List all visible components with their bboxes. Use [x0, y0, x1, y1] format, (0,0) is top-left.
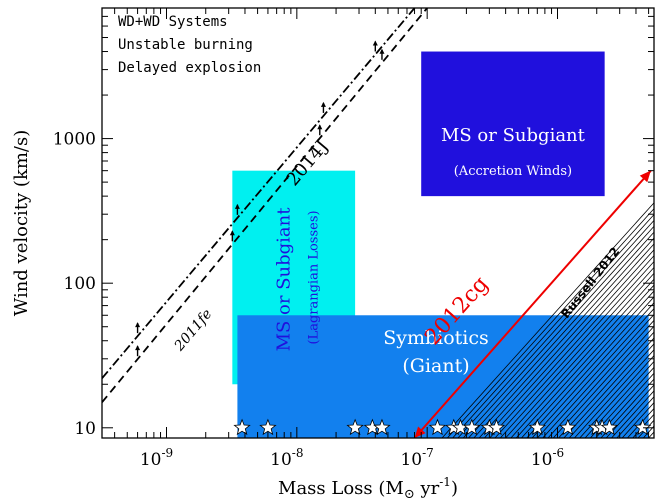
- x-tick-label: 10-6: [531, 446, 564, 470]
- russell-2012-line: [489, 255, 654, 438]
- symbiotic-star-point: [346, 418, 364, 436]
- upper-limit-arrow-2011fe: [135, 345, 141, 351]
- corner-text-line: Unstable burning: [118, 37, 253, 53]
- russell-2012-line: [494, 260, 654, 438]
- x-tick-label: 10-9: [140, 446, 173, 470]
- russell-2012-line: [441, 202, 654, 438]
- russell-2012-line: [632, 413, 654, 438]
- region-label-symbiotics: Symbiotics: [383, 327, 489, 349]
- russell-2012-line: [478, 243, 654, 438]
- symbiotic-star-point: [600, 418, 619, 436]
- series-line-2011fe: [102, 8, 428, 403]
- russell-2012-line: [505, 272, 654, 438]
- russell-2012-line: [468, 231, 654, 438]
- y-axis-label: Wind velocity (km/s): [11, 130, 32, 316]
- x-axis-label: Mass Loss (M⊙ yr-1): [278, 475, 458, 498]
- region-label-lagrangian-losses: MS or Subgiant: [274, 207, 295, 352]
- plot-frame: [101, 7, 655, 439]
- region-sublabel-lagrangian-losses: (Lagrangian Losses): [307, 210, 322, 344]
- corner-text-line: Delayed explosion: [118, 60, 261, 76]
- russell-2012-line: [473, 237, 654, 438]
- corner-text-line: WD+WD Systems: [118, 14, 228, 30]
- symbiotic-star-point: [633, 418, 652, 436]
- russell-2012-line: [648, 431, 654, 438]
- russell-2012-line: [447, 208, 654, 438]
- series-label-2011fe: 2011fe: [171, 306, 216, 355]
- russell-2012-line: [515, 284, 654, 438]
- russell-2012-line: [537, 308, 654, 438]
- symbiotic-stars-layer: [233, 418, 652, 436]
- symbiotic-star-point: [233, 418, 251, 436]
- symbiotic-star-point: [259, 418, 277, 436]
- region-symbiotics: [237, 315, 649, 438]
- russell-2012-line: [484, 249, 654, 438]
- x-tick-label: 10-7: [400, 446, 433, 470]
- y-tick-label: 100: [64, 274, 96, 294]
- russell-2012-line: [457, 219, 654, 438]
- y-tick-label: 1000: [53, 130, 96, 150]
- symbiotic-star-point: [487, 418, 506, 436]
- regions-layer: [232, 51, 649, 438]
- symbiotic-star-point: [373, 418, 391, 436]
- upper-limit-arrow-2011fe: [229, 230, 235, 236]
- russell-2012-line: [568, 343, 654, 438]
- russell-2012-line: [616, 396, 654, 438]
- upper-limit-arrow-2014j: [372, 40, 378, 46]
- russell-2012-line: [563, 337, 654, 438]
- series-label-russell-2012: Russell 2012: [558, 245, 622, 321]
- russell-2012-line: [531, 302, 654, 438]
- region-sublabel-accretion-winds: (Accretion Winds): [454, 164, 572, 179]
- russell-2012-line: [611, 390, 654, 438]
- region-sublabel-symbiotics: (Giant): [402, 355, 469, 377]
- russell-2012-line: [499, 266, 654, 438]
- region-label-accretion-winds: MS or Subgiant: [441, 125, 586, 146]
- arrowhead-2012cg-upper: [639, 170, 651, 183]
- y-tick-label: 10: [74, 419, 96, 439]
- russell-2012-line: [510, 278, 654, 438]
- series-line-2014j: [102, 8, 416, 379]
- symbiotic-star-point: [428, 418, 447, 436]
- upper-limit-arrow-2014j: [320, 101, 326, 107]
- symbiotic-star-point: [463, 418, 481, 436]
- russell-2012-line: [547, 319, 654, 438]
- russell-2012-line: [605, 384, 654, 438]
- russell-2012-line: [462, 225, 654, 438]
- x-tick-label: 10-8: [270, 446, 303, 470]
- axes-layer: 10 100 1000 10-9 10-8 10-7 10-6 Wind velocity (…: [11, 7, 655, 498]
- upper-limit-arrow-2014j: [135, 322, 141, 328]
- upper-limit-arrow-2011fe: [379, 48, 385, 54]
- upper-limit-arrow-2014j: [234, 203, 240, 209]
- russell-2012-line: [637, 419, 654, 438]
- upper-limit-arrow-2011fe: [317, 124, 323, 130]
- russell-2012-line: [579, 355, 654, 438]
- region-accretion-winds: [421, 51, 605, 197]
- symbiotic-star-point: [559, 418, 577, 436]
- russell-2012-line: [452, 213, 654, 438]
- russell-2012-line: [558, 331, 654, 438]
- russell-2012-line: [621, 402, 654, 438]
- russell-2012-line: [552, 325, 654, 438]
- russell-2012-line: [627, 407, 654, 438]
- russell-2012-line: [526, 296, 654, 438]
- symbiotic-star-point: [528, 418, 546, 436]
- series-line-2012cg: [413, 170, 652, 438]
- russell-2012-line: [521, 290, 654, 438]
- russell-2012-line: [574, 349, 654, 438]
- russell-2012-line: [542, 313, 654, 438]
- lines-layer: [102, 8, 654, 438]
- arrowhead-2012cg-lower: [414, 426, 426, 438]
